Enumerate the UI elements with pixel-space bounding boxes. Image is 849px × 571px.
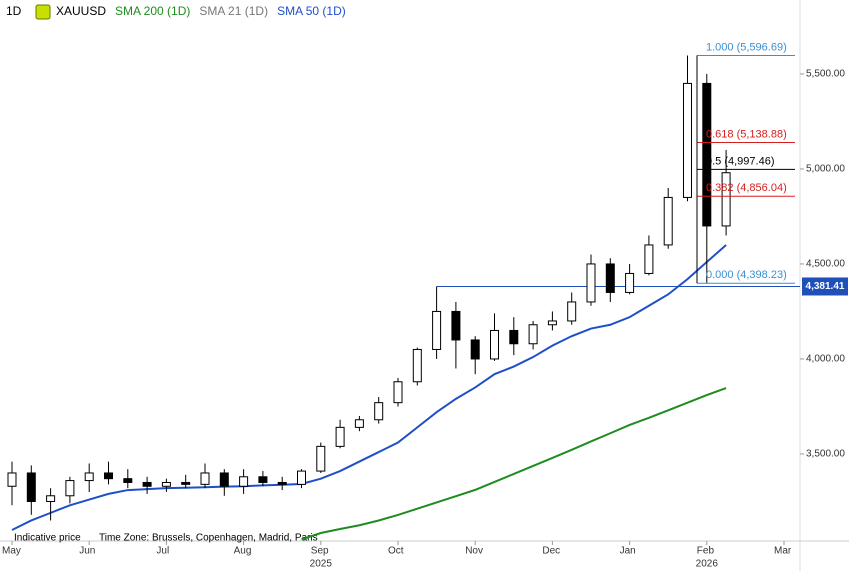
last-price-label: 4,381.41 xyxy=(806,281,845,292)
candle-body xyxy=(65,480,75,497)
fib-label: 0.5 (4,997.46) xyxy=(706,155,775,167)
footnote: Indicative price xyxy=(14,533,81,544)
x-tick-label: May xyxy=(2,546,21,557)
y-tick-label: 5,000.00 xyxy=(806,164,845,175)
candle-body xyxy=(683,82,692,198)
candle-body xyxy=(625,272,635,293)
legend-entry: SMA 200 (1D) xyxy=(115,4,190,18)
candle-body xyxy=(26,472,36,502)
candle-body xyxy=(412,348,422,383)
candle-body xyxy=(161,481,171,487)
candle-body xyxy=(181,481,191,485)
fib-label: 0.382 (4,856.04) xyxy=(706,182,787,194)
candle-body xyxy=(586,263,596,303)
y-tick-label: 3,500.00 xyxy=(806,449,845,460)
candle-body xyxy=(123,478,133,483)
x-tick-label: Jul xyxy=(156,546,169,557)
instrument-icon xyxy=(35,4,51,20)
candle-body xyxy=(258,476,268,483)
last-price-box xyxy=(802,277,848,296)
candle-body xyxy=(200,472,210,485)
x-tick-label: Dec xyxy=(542,546,560,557)
year-label: 2025 xyxy=(310,559,333,570)
instrument[interactable]: XAUUSD xyxy=(56,4,106,18)
x-tick-label: Jan xyxy=(620,546,636,557)
candle-body xyxy=(432,310,442,350)
candle-body xyxy=(297,470,306,485)
candle-body xyxy=(104,472,113,480)
fib-label: 0.000 (4,398.23) xyxy=(706,269,787,281)
candle-body xyxy=(490,329,499,360)
timeframe[interactable]: 1D xyxy=(6,4,22,18)
legend-entry: SMA 50 (1D) xyxy=(277,4,346,18)
candle-body xyxy=(509,329,519,345)
x-tick-label: Jun xyxy=(79,546,95,557)
timezone: Time Zone: Brussels, Copenhagen, Madrid,… xyxy=(99,533,318,544)
candle-body xyxy=(393,381,403,404)
fib-label: 1.000 (5,596.69) xyxy=(706,41,787,53)
candle-body xyxy=(451,310,461,341)
candle-body xyxy=(354,419,364,428)
candle-body xyxy=(239,476,249,487)
x-tick-label: Feb xyxy=(697,546,715,557)
sma-line xyxy=(11,244,727,531)
x-tick-label: Oct xyxy=(388,546,404,557)
candle-body xyxy=(605,263,615,293)
y-tick-label: 4,500.00 xyxy=(806,259,845,270)
candle-body xyxy=(7,472,17,487)
x-tick-label: Sep xyxy=(311,546,329,557)
candle-body xyxy=(663,196,673,246)
candle-body xyxy=(644,244,654,274)
legend-entry: SMA 21 (1D) xyxy=(199,4,268,18)
candle-body xyxy=(277,481,287,485)
candle-body xyxy=(219,472,229,487)
x-tick-label: Nov xyxy=(465,546,483,557)
candle-body xyxy=(316,445,326,472)
candle-body xyxy=(567,301,577,322)
y-tick-label: 5,500.00 xyxy=(806,69,845,80)
x-tick-label: Aug xyxy=(234,546,252,557)
candle-body xyxy=(46,495,56,502)
year-label: 2026 xyxy=(696,559,719,570)
candle-body xyxy=(547,320,557,326)
x-tick-label: Mar xyxy=(774,546,792,557)
fib-label: 0.618 (5,138.88) xyxy=(706,128,787,140)
candle-body xyxy=(702,82,712,227)
candle-body xyxy=(528,324,538,345)
y-tick-label: 4,000.00 xyxy=(806,354,845,365)
candle-body xyxy=(84,472,94,482)
candle-body xyxy=(335,426,345,447)
candle-body xyxy=(142,481,152,487)
sma-line xyxy=(301,387,727,541)
candle-body xyxy=(470,339,480,360)
candle-body xyxy=(721,172,731,227)
candle-body xyxy=(374,402,384,421)
